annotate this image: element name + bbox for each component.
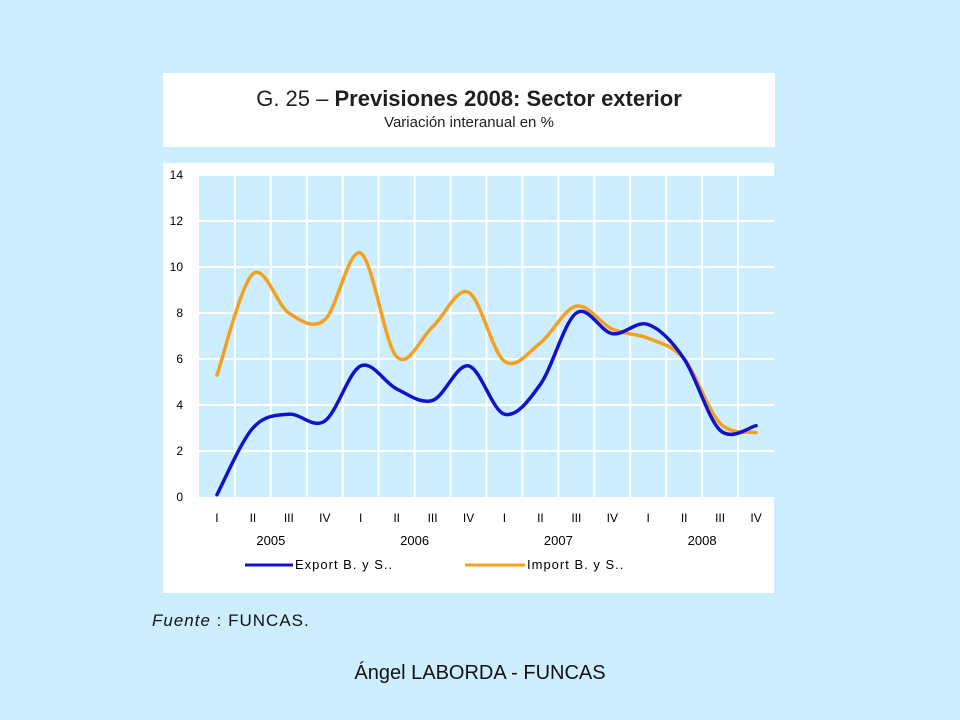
x-tick-label: IV	[463, 511, 474, 525]
x-tick-label: III	[428, 511, 438, 525]
y-tick-label: 10	[170, 260, 184, 274]
year-label: 2008	[688, 533, 717, 548]
x-tick-label: II	[681, 511, 688, 525]
y-tick-label: 14	[170, 168, 184, 182]
y-tick-label: 4	[176, 398, 183, 412]
source-note: Fuente : FUNCAS.	[152, 611, 310, 631]
chart-title-box: G. 25 – Previsiones 2008: Sector exterio…	[163, 73, 775, 147]
y-tick-label: 8	[176, 306, 183, 320]
x-tick-label: I	[215, 511, 218, 525]
series-line-export	[215, 309, 758, 497]
x-tick-label: III	[715, 511, 725, 525]
x-tick-label: III	[571, 511, 581, 525]
footer-credit: Ángel LABORDA - FUNCAS	[354, 662, 606, 684]
year-label: 2006	[400, 533, 429, 548]
legend-label-export: Export B. y S..	[295, 557, 393, 572]
chart-title-bold: Previsiones 2008: Sector exterior	[334, 86, 682, 111]
y-tick-label: 0	[176, 490, 183, 504]
chart-panel: 0 2 4 6 8 10 12 14 I II III IV I II III IV I II III IV I II II…	[163, 163, 774, 593]
year-label: 2007	[544, 533, 573, 548]
x-tick-label: II	[393, 511, 400, 525]
chart-title: G. 25 – Previsiones 2008: Sector exterio…	[163, 86, 775, 112]
x-tick-label: I	[359, 511, 362, 525]
series-line-import	[215, 251, 758, 435]
x-tick-label: I	[503, 511, 506, 525]
x-tick-label: III	[284, 511, 294, 525]
y-tick-label: 2	[176, 444, 183, 458]
y-tick-label: 12	[170, 214, 184, 228]
legend-label-import: Import B. y S..	[527, 557, 624, 572]
y-tick-label: 6	[176, 352, 183, 366]
year-label: 2005	[256, 533, 285, 548]
x-tick-label: IV	[319, 511, 330, 525]
x-tick-label: II	[250, 511, 257, 525]
chart-title-prefix: G. 25 –	[256, 86, 329, 111]
source-text: : FUNCAS.	[216, 611, 310, 630]
x-tick-label: II	[537, 511, 544, 525]
chart-subtitle: Variación interanual en %	[384, 114, 554, 131]
source-label: Fuente	[152, 611, 211, 630]
x-tick-label: IV	[607, 511, 618, 525]
x-tick-label: I	[647, 511, 650, 525]
x-tick-label: IV	[750, 511, 761, 525]
